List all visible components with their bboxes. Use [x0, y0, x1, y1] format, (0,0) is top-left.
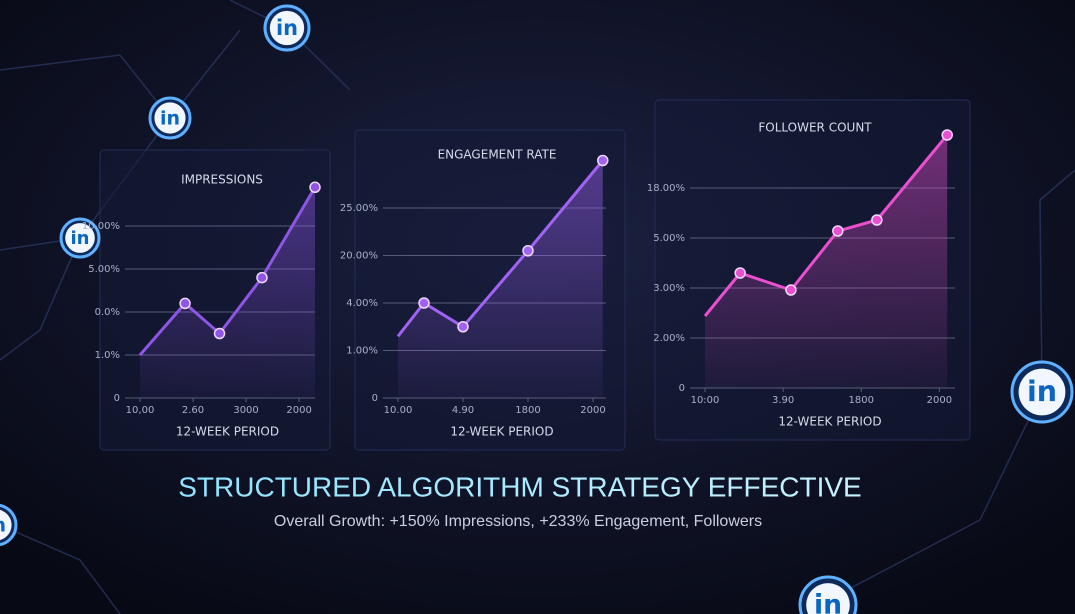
y-tick-label: 0 [372, 393, 378, 404]
x-axis-label: 12-WEEK PERIOD [778, 415, 881, 429]
point [785, 284, 797, 296]
x-tick-label: 1800 [515, 405, 540, 416]
icons: in in in in in in [0, 4, 1074, 614]
x-tick-label: 2000 [580, 405, 605, 416]
x-tick-label: 1800 [849, 395, 874, 406]
headline: STRUCTURED ALGORITHM STRATEGY EFFECTIVE [178, 471, 861, 502]
y-tick-label: 2.00% [653, 333, 685, 344]
point [832, 225, 844, 237]
subtitle: Overall Growth: +150% Impressions, +233%… [274, 513, 762, 530]
x-tick-label: 2000 [927, 395, 952, 406]
y-tick-label: 0.0% [95, 307, 120, 318]
y-tick-label: 5.00% [88, 264, 120, 275]
point [309, 181, 321, 194]
y-tick-label: 3.00% [653, 283, 685, 294]
y-tick-label: 1.00% [346, 346, 378, 357]
point [734, 267, 746, 279]
y-tick-label: 10.00% [82, 221, 120, 232]
icon-face [65, 223, 95, 253]
y-tick-label: 18.00% [647, 183, 685, 194]
point [179, 297, 191, 310]
icon-label: in [0, 515, 6, 537]
icon-face [154, 102, 186, 134]
y-tick-label: 5.00% [653, 233, 685, 244]
area [398, 160, 603, 398]
icon-label: in [70, 228, 89, 249]
point [256, 271, 268, 284]
point [418, 297, 430, 309]
icon-face [1018, 368, 1066, 416]
point [522, 245, 534, 257]
x-tick-label: 10:00 [691, 395, 720, 406]
icon-label: in [276, 16, 298, 40]
area [140, 187, 315, 398]
point [941, 129, 953, 141]
x-tick-label: 2.60 [182, 405, 204, 416]
y-tick-label: 0 [114, 393, 120, 404]
y-tick-label: 1.0% [95, 350, 120, 361]
area [705, 135, 948, 388]
y-tick-label: 20.00% [340, 251, 378, 262]
chart-title: FOLLOWER COUNT [758, 121, 872, 135]
line [703, 134, 949, 317]
point [871, 214, 883, 226]
x-tick-label: 2000 [286, 405, 311, 416]
x-tick-label: 4.90 [452, 405, 474, 416]
icon-face [0, 509, 12, 541]
y-tick-label: 0 [679, 383, 685, 394]
point [457, 321, 469, 333]
chart-title: ENGAGEMENT RATE [438, 148, 557, 162]
x-tick-label: 3.90 [772, 395, 794, 406]
icon-label: in [1027, 375, 1057, 408]
x-tick-label: 10,00 [126, 405, 155, 416]
y-tick-label: 4.00% [346, 298, 378, 309]
x-tick-label: 3000 [233, 405, 258, 416]
icon-label: in [814, 590, 842, 614]
y-tick-label: 25.00% [340, 203, 378, 214]
icon-face [269, 10, 305, 46]
icon-label: in [160, 108, 180, 130]
x-axis-label: 12-WEEK PERIOD [450, 425, 553, 439]
x-axis-label: 12-WEEK PERIOD [176, 425, 279, 439]
point [597, 154, 609, 167]
chart-title: IMPRESSIONS [181, 173, 263, 187]
icon-face [806, 583, 850, 614]
x-tick-label: 10.00 [384, 405, 413, 416]
point [213, 327, 226, 340]
